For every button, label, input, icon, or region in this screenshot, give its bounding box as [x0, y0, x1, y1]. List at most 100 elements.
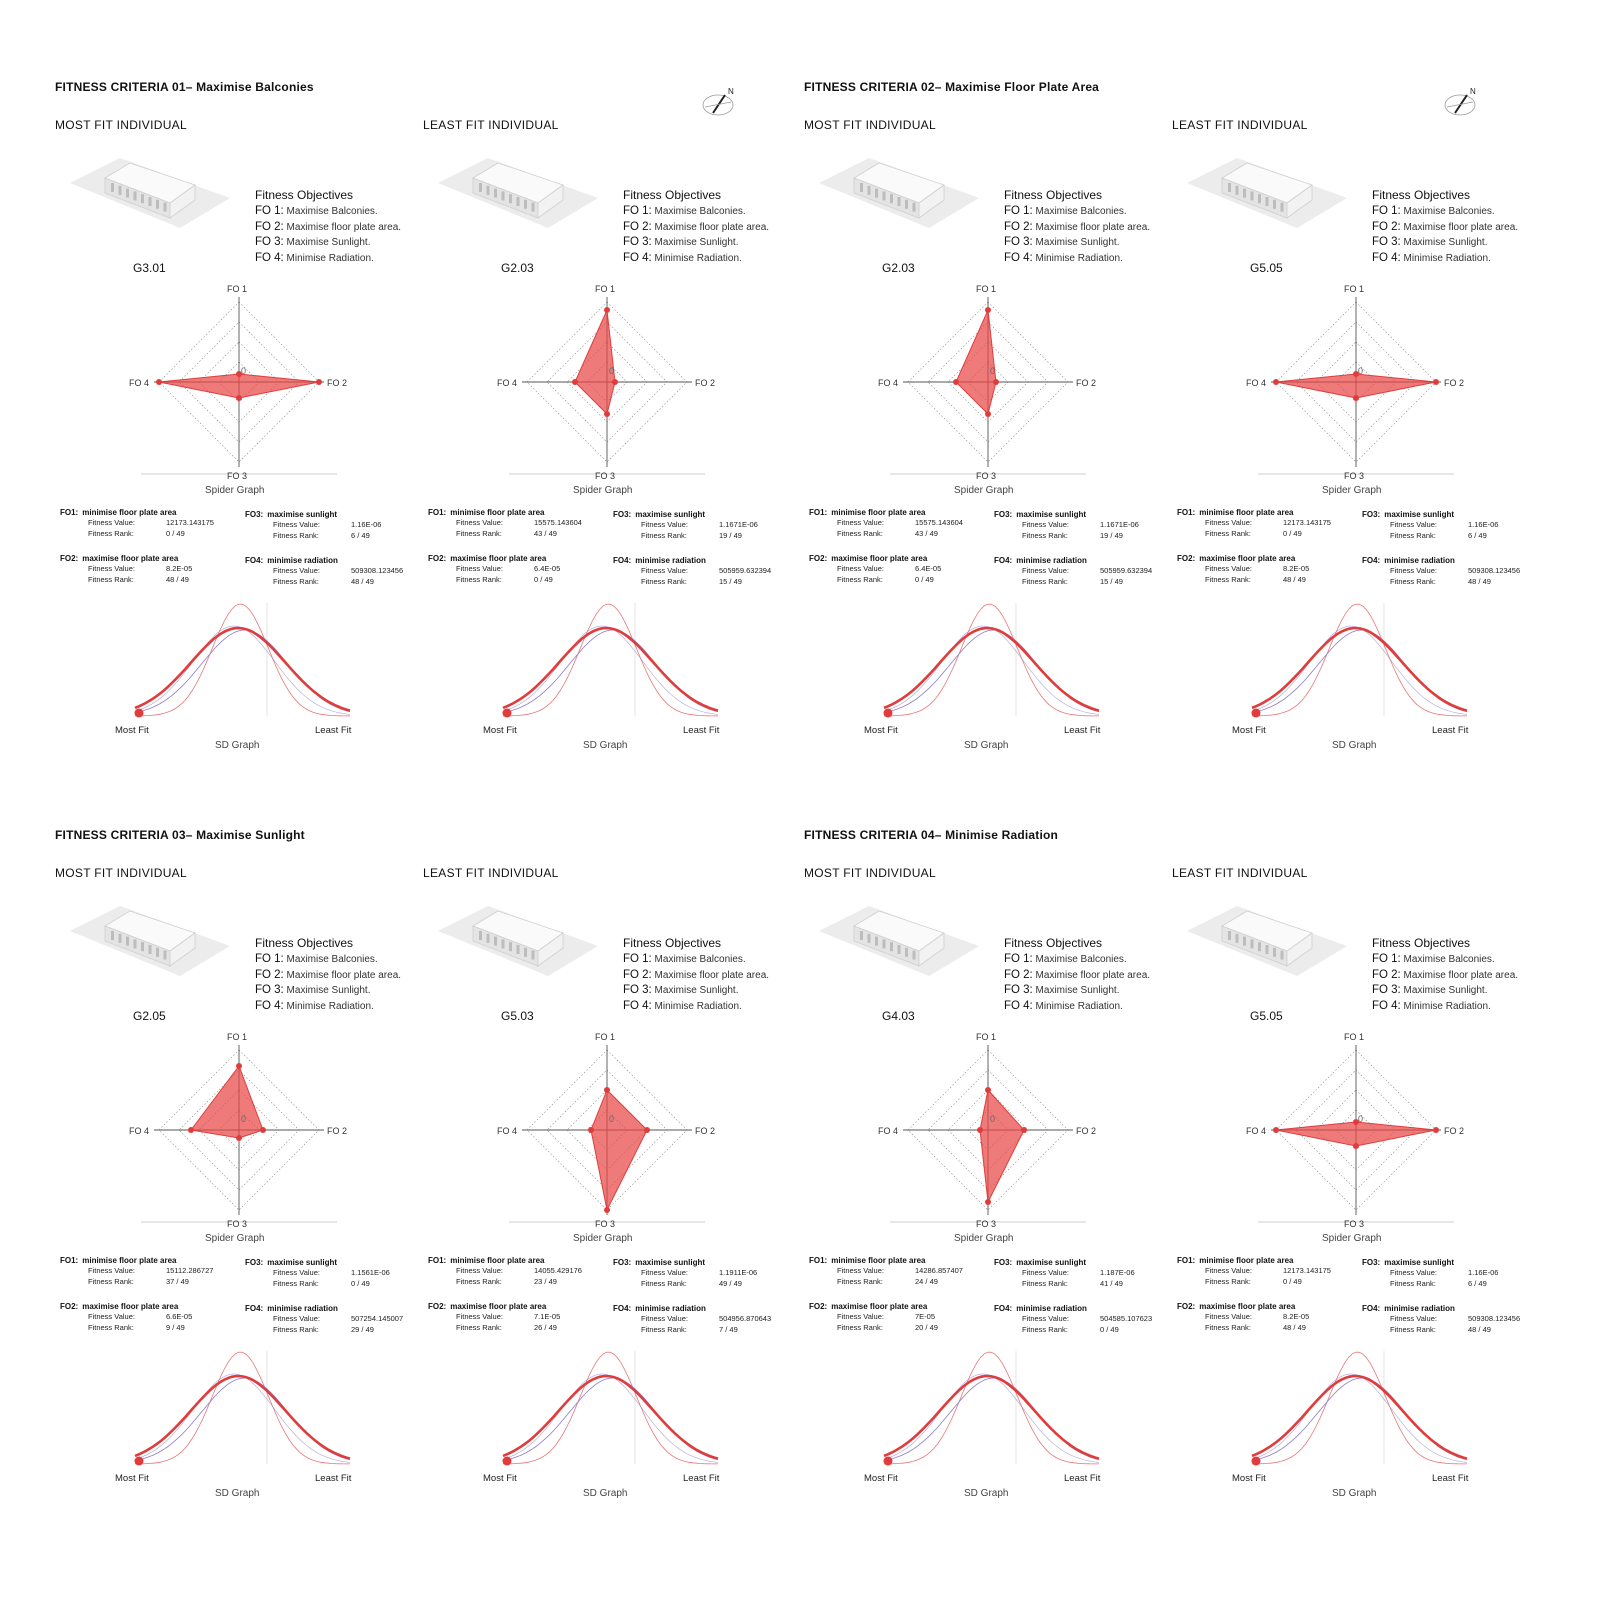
fitness-rank: 41 / 49	[1100, 1279, 1123, 1288]
objective-code: FO 2:	[255, 968, 284, 981]
stat-block-fo3: FO3: maximise sunlight Fitness Value: 1.156…	[245, 1258, 425, 1289]
fitness-objectives: Fitness Objectives FO 1: Maximise Balconi…	[255, 188, 401, 266]
fitness-value: 6.6E-05	[166, 1312, 193, 1321]
fitness-value: 1.1671E-06	[1100, 520, 1139, 529]
spider-point-fo1	[604, 307, 610, 313]
fitness-value-label: Fitness Value:	[837, 1312, 884, 1321]
objective-line: FO 1: Maximise Balconies.	[623, 952, 769, 968]
stat-title: minimise floor plate area	[831, 508, 926, 517]
fitness-value-label: Fitness Value:	[1205, 1312, 1252, 1321]
stat-header: FO1: minimise floor plate area	[60, 508, 240, 517]
spider-graph-caption: Spider Graph	[573, 1233, 633, 1244]
individual-code: G5.05	[1250, 1009, 1283, 1023]
fitness-rank-label: Fitness Rank:	[1022, 577, 1068, 586]
stat-title: maximise floor plate area	[1199, 554, 1296, 563]
sd-marker	[502, 1456, 512, 1466]
fitness-value-label: Fitness Value:	[641, 520, 688, 529]
fitness-rank-label: Fitness Rank:	[456, 575, 502, 584]
objective-text: Maximise Balconies.	[654, 954, 746, 965]
stat-code: FO3:	[245, 1258, 264, 1267]
fitness-rank-label: Fitness Rank:	[1205, 1323, 1251, 1332]
sd-most-fit-label: Most Fit	[864, 1473, 898, 1484]
stat-block-fo1: FO1: minimise floor plate area Fitness Val…	[60, 1256, 240, 1287]
spider-point-fo2	[1433, 379, 1439, 385]
stat-title: maximise floor plate area	[82, 554, 179, 563]
spider-point-fo4	[572, 379, 578, 385]
fitness-rank: 0 / 49	[915, 575, 934, 584]
fitness-value: 509308.123456	[1468, 1314, 1521, 1323]
spider-axis-label-fo4: FO 4	[497, 1126, 517, 1136]
objective-line: FO 4: Minimise Radiation.	[1372, 251, 1518, 267]
stat-code: FO2:	[809, 1302, 828, 1311]
stat-block-fo1: FO1: minimise floor plate area Fitness Val…	[809, 1256, 989, 1287]
objective-text: Minimise Radiation.	[654, 1000, 742, 1012]
fitness-objectives-title: Fitness Objectives	[1372, 936, 1471, 950]
objective-text: Maximise Sunlight.	[654, 985, 739, 996]
stat-code: FO2:	[1177, 554, 1196, 563]
sd-most-fit-label: Most Fit	[864, 725, 898, 736]
sd-least-fit-label: Least Fit	[1432, 1473, 1469, 1484]
fitness-value: 504585.107623	[1100, 1314, 1153, 1323]
fitness-rank: 23 / 49	[534, 1277, 557, 1286]
stat-header: FO1: minimise floor plate area	[428, 508, 608, 517]
spider-center-label: 0	[241, 1114, 246, 1124]
spider-point-fo4	[977, 1127, 983, 1133]
fitness-rank: 48 / 49	[351, 577, 374, 586]
building-model	[1187, 906, 1347, 976]
sd-marker	[883, 1456, 893, 1466]
fitness-rank-label: Fitness Rank:	[1205, 575, 1251, 584]
spider-axis-label-fo4: FO 4	[129, 378, 149, 388]
stat-value-row: Fitness Value: 509308.123456	[1362, 1313, 1542, 1324]
compass-icon: N	[1444, 87, 1476, 116]
objective-line: FO 3: Maximise Sunlight.	[1372, 235, 1518, 251]
stat-title: minimise floor plate area	[450, 508, 545, 517]
fitness-rank: 6 / 49	[351, 531, 370, 540]
objective-code: FO 4:	[255, 999, 284, 1012]
fitness-rank: 0 / 49	[351, 1279, 370, 1288]
objective-line: FO 3: Maximise Sunlight.	[1004, 983, 1150, 999]
stat-title: minimise radiation	[267, 1304, 338, 1313]
objective-line: FO 1: Maximise Balconies.	[1004, 952, 1150, 968]
fitness-stats: FO1: minimise floor plate area Fitness Val…	[1177, 508, 1537, 598]
stat-block-fo1: FO1: minimise floor plate area Fitness Val…	[60, 508, 240, 539]
stat-title: minimise floor plate area	[82, 1256, 177, 1265]
objective-code: FO 1:	[623, 205, 652, 217]
objective-code: FO 4:	[1004, 999, 1033, 1012]
sd-graph: Most Fit Least Fit	[483, 603, 720, 736]
spider-graph: 0 FO 1 FO 2 FO 3 FO 4	[497, 284, 715, 481]
criteria-title: FITNESS CRITERIA 02– Maximise Floor Plat…	[804, 80, 1100, 94]
objective-text: Minimise Radiation.	[1403, 1000, 1491, 1012]
fitness-rank-label: Fitness Rank:	[88, 529, 134, 538]
spider-graph-caption: Spider Graph	[1322, 1233, 1382, 1244]
fitness-stats: FO1: minimise floor plate area Fitness Val…	[428, 508, 788, 598]
stat-value-row: Fitness Value: 15575.143604	[809, 517, 989, 528]
stat-rank-row: Fitness Rank: 26 / 49	[428, 1322, 608, 1333]
fitness-rank-label: Fitness Rank:	[641, 1279, 687, 1288]
fitness-objectives-title: Fitness Objectives	[1004, 188, 1103, 202]
stat-rank-row: Fitness Rank: 0 / 49	[809, 574, 989, 585]
fitness-value: 12173.143175	[166, 518, 214, 527]
objective-code: FO 1:	[623, 953, 652, 965]
stat-value-row: Fitness Value: 6.4E-05	[809, 563, 989, 574]
stat-rank-row: Fitness Rank: 19 / 49	[613, 530, 793, 541]
spider-point-fo4	[1273, 379, 1279, 385]
stat-header: FO3: maximise sunlight	[994, 510, 1174, 519]
objective-line: FO 2: Maximise floor plate area.	[255, 220, 401, 236]
fitness-rank: 0 / 49	[166, 529, 185, 538]
sd-marker	[1251, 1456, 1261, 1466]
sd-graph-caption: SD Graph	[1332, 1488, 1377, 1499]
objective-code: FO 2:	[1372, 220, 1401, 233]
stat-block-fo2: FO2: maximise floor plate area Fitness Val…	[809, 554, 989, 585]
stat-value-row: Fitness Value: 1.1671E-06	[613, 519, 793, 530]
spider-point-fo3	[236, 395, 242, 401]
stat-header: FO4: minimise radiation	[994, 556, 1174, 565]
fitness-value: 8.2E-05	[1283, 1312, 1310, 1321]
stat-block-fo1: FO1: minimise floor plate area Fitness Val…	[428, 508, 608, 539]
fitness-rank: 15 / 49	[1100, 577, 1123, 586]
stat-block-fo1: FO1: minimise floor plate area Fitness Val…	[1177, 508, 1357, 539]
spider-data-area	[574, 308, 616, 415]
fitness-rank: 48 / 49	[166, 575, 189, 584]
fitness-value: 15112.286727	[166, 1266, 214, 1275]
fitness-rank-label: Fitness Rank:	[1022, 531, 1068, 540]
fitness-objectives-title: Fitness Objectives	[255, 188, 354, 202]
